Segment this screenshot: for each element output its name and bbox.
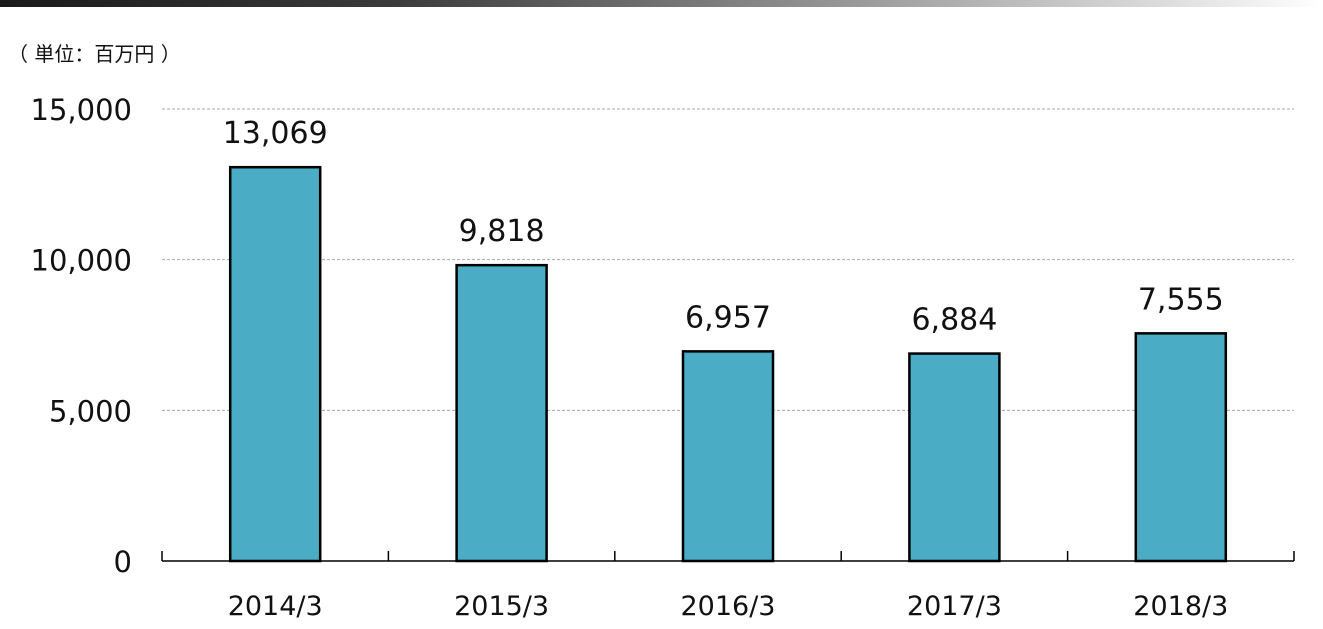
bars	[228, 165, 1228, 563]
y-axis-tick-labels: 0 5,000 10,000 15,000	[31, 93, 132, 579]
data-label: 9,818	[459, 214, 545, 249]
y-tick-label: 5,000	[49, 394, 132, 428]
bar-2018-3	[1134, 332, 1228, 563]
x-axis	[161, 551, 1295, 562]
x-tick-label: 2015/3	[454, 591, 549, 622]
data-labels: 13,069 9,818 6,957 6,884 7,555	[223, 116, 1224, 337]
bar-2017-3	[908, 352, 1001, 563]
x-tick-label: 2018/3	[1133, 591, 1228, 622]
y-tick-label: 0	[114, 545, 132, 579]
bar-2015-3	[455, 263, 548, 563]
x-axis-tick-labels: 2014/3 2015/3 2016/3 2017/3 2018/3	[228, 591, 1229, 622]
data-label: 6,884	[911, 303, 997, 338]
data-label: 13,069	[223, 116, 328, 151]
x-tick-label: 2016/3	[681, 591, 776, 622]
unit-label: （ 単位：百万円 ）	[8, 42, 181, 66]
x-tick-label: 2017/3	[907, 591, 1002, 622]
bar-2016-3	[681, 350, 775, 563]
header-rule	[0, 0, 1323, 7]
data-label: 6,957	[685, 300, 771, 335]
y-tick-label: 10,000	[31, 244, 132, 278]
data-label: 7,555	[1138, 282, 1224, 317]
y-tick-label: 15,000	[31, 93, 132, 127]
bar-2014-3	[228, 165, 322, 563]
x-tick-label: 2014/3	[228, 591, 323, 622]
